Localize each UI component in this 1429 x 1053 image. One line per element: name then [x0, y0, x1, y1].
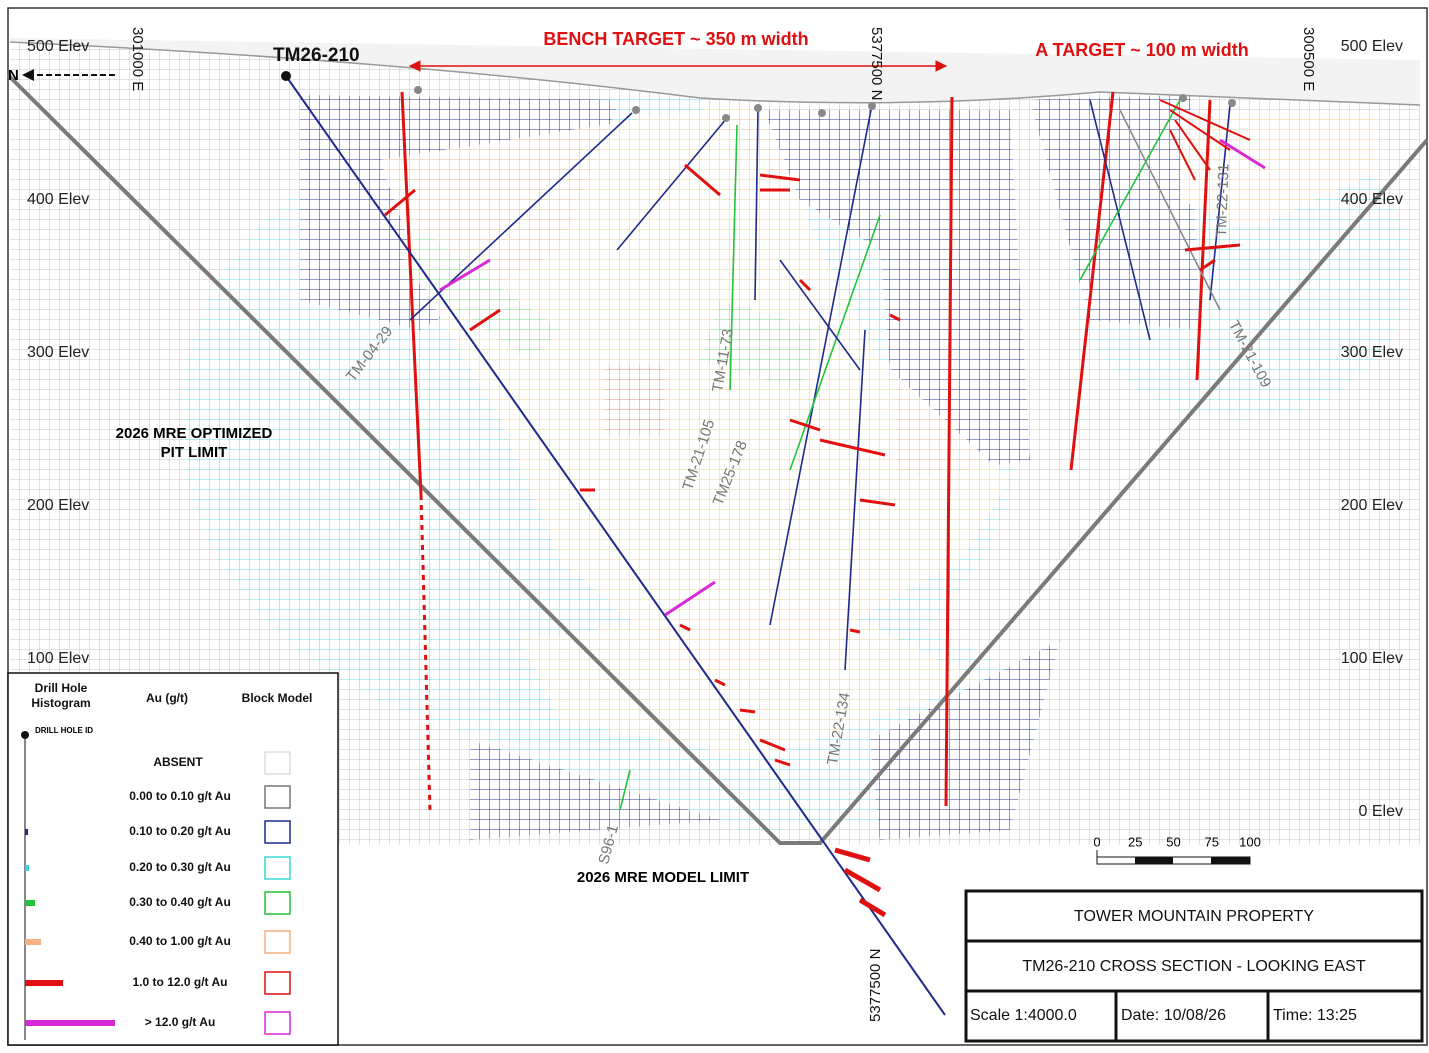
legend-label: 0.10 to 0.20 g/t Au	[129, 824, 231, 838]
elevation-label: 0 Elev	[1359, 803, 1403, 820]
legend-label: ABSENT	[153, 755, 203, 769]
legend-header: Histogram	[31, 696, 90, 710]
legend-swatch	[264, 751, 291, 775]
model-limit-label: 2026 MRE MODEL LIMIT	[577, 869, 749, 886]
property-title: TOWER MOUNTAIN PROPERTY	[1074, 908, 1314, 925]
section-title: TM26-210 CROSS SECTION - LOOKING EAST	[1022, 958, 1365, 975]
block-model	[10, 38, 1420, 845]
elevation-label: 400 Elev	[27, 191, 89, 208]
topography	[9, 41, 1421, 106]
legend-collar	[21, 731, 29, 739]
legend-swatch	[264, 891, 291, 915]
legend-swatch	[264, 856, 291, 880]
scale-label: 25	[1128, 834, 1142, 849]
legend-header: Block Model	[242, 691, 313, 705]
tm26-210-collar	[281, 71, 291, 81]
title-block	[964, 889, 1424, 1043]
northing-label: 5377500 N	[867, 949, 884, 1022]
elevation-label: 100 Elev	[1341, 650, 1403, 667]
elevation-label: 400 Elev	[1341, 191, 1403, 208]
legend-histogram-bar	[25, 900, 35, 906]
north-arrow	[22, 69, 118, 81]
elevation-label: 200 Elev	[1341, 497, 1403, 514]
scale-text: Scale 1:4000.0	[970, 1007, 1077, 1024]
scale-label: 100	[1239, 834, 1261, 849]
legend-swatch	[264, 820, 291, 844]
legend-swatch	[264, 785, 291, 809]
legend-histogram-bar	[25, 865, 29, 871]
legend-header: Drill Hole	[35, 681, 88, 695]
elevation-label: 300 Elev	[1341, 344, 1403, 361]
target-lines	[400, 60, 1212, 813]
legend-label: 0.20 to 0.30 g/t Au	[129, 860, 231, 874]
histograms	[384, 99, 1266, 918]
legend-label: 1.0 to 12.0 g/t Au	[133, 975, 228, 989]
pit-limit-label: PIT LIMIT	[161, 444, 228, 461]
date-text: Date: 10/08/26	[1121, 1007, 1226, 1024]
time-text: Time: 13:25	[1273, 1007, 1357, 1024]
easting-label: 300500 E	[1300, 27, 1317, 91]
pit-limit-label: 2026 MRE OPTIMIZED	[116, 425, 273, 442]
easting-label: 301000 E	[129, 27, 146, 91]
collar-label: TM26-210	[273, 45, 360, 66]
scale-bar: 0 25 50 75 100	[1093, 834, 1261, 865]
elevation-label: 500 Elev	[27, 38, 89, 55]
legend-label: 0.40 to 1.00 g/t Au	[129, 934, 231, 948]
scale-label: 75	[1205, 834, 1219, 849]
drill-holes	[285, 75, 1231, 1016]
legend-header: Au (g/t)	[146, 691, 188, 705]
legend-swatch	[264, 1011, 291, 1035]
scale-label: 0	[1093, 834, 1100, 849]
legend-label: 0.00 to 0.10 g/t Au	[129, 789, 231, 803]
legend-histogram-bar	[25, 1020, 115, 1026]
elevation-label: 300 Elev	[27, 344, 89, 361]
elevation-label: 500 Elev	[1341, 38, 1403, 55]
elevation-label: 100 Elev	[27, 650, 89, 667]
elevation-label: 200 Elev	[27, 497, 89, 514]
legend-swatch	[264, 930, 291, 954]
legend-swatch	[264, 971, 291, 995]
legend-histogram-bar	[25, 829, 28, 835]
collars	[414, 86, 1236, 122]
northing-label: 5377500 N	[868, 27, 885, 100]
pit-limit-line	[6, 73, 1429, 845]
north-label: N	[8, 67, 19, 84]
scale-label: 50	[1166, 834, 1180, 849]
legend-hole-id: DRILL HOLE ID	[35, 726, 93, 735]
a-target-label: A TARGET ~ 100 m width	[1035, 40, 1249, 60]
legend-label: > 12.0 g/t Au	[145, 1015, 216, 1029]
legend-histogram-bar	[25, 939, 41, 945]
legend-histogram-bar	[25, 980, 63, 986]
bench-target-label: BENCH TARGET ~ 350 m width	[543, 29, 808, 49]
drill-hole-label: TM-22-131	[1213, 163, 1233, 237]
legend-label: 0.30 to 0.40 g/t Au	[129, 895, 231, 909]
